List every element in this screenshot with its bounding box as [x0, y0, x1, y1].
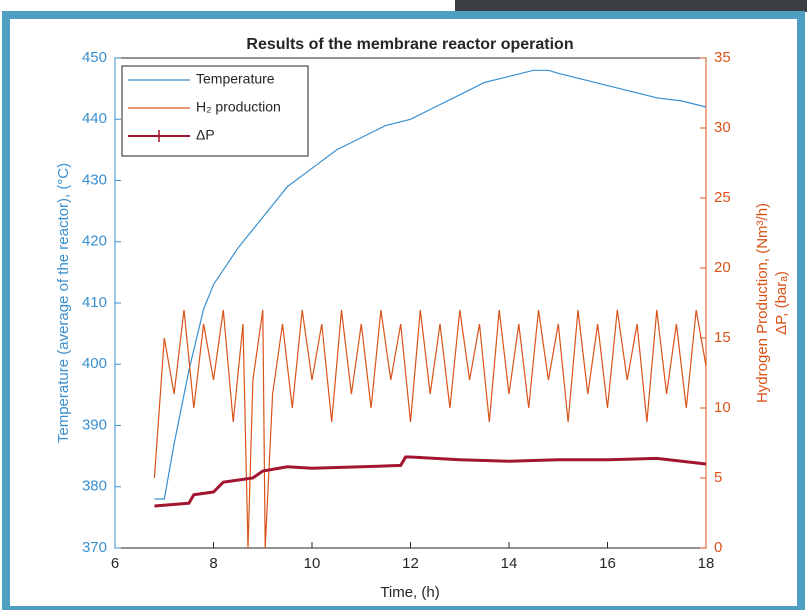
y2-axis-label: ΔP, (barₐ): [773, 271, 790, 335]
x-tick-label: 18: [698, 555, 715, 572]
y-tick-label: 440: [82, 110, 107, 127]
y2-tick-label: 15: [714, 329, 731, 346]
legend-label: ΔP: [196, 127, 215, 143]
y-tick-label: 420: [82, 233, 107, 250]
legend-label: H₂ production: [196, 99, 281, 115]
y-tick-label: 430: [82, 171, 107, 188]
x-tick-label: 14: [501, 555, 518, 572]
y-tick-label: 390: [82, 416, 107, 433]
y2-tick-label: 25: [714, 189, 731, 206]
x-tick-label: 6: [111, 555, 119, 572]
y2-tick-label: 20: [714, 259, 731, 276]
y2-axis-label: Hydrogen Production, (Nm³/h): [754, 203, 771, 403]
data-line: [154, 455, 707, 508]
y2-tick-label: 0: [714, 539, 722, 556]
y-tick-label: 450: [82, 49, 107, 66]
y2-tick-label: 10: [714, 399, 731, 416]
x-axis-label: Time, (h): [380, 584, 439, 601]
data-line: [153, 309, 707, 549]
y2-tick-label: 35: [714, 49, 731, 66]
data-line: [154, 69, 707, 500]
background-photo: [455, 0, 807, 12]
y-tick-label: 400: [82, 355, 107, 372]
x-tick-label: 16: [599, 555, 616, 572]
x-tick-label: 8: [209, 555, 217, 572]
y-tick-label: 410: [82, 294, 107, 311]
x-tick-label: 10: [304, 555, 321, 572]
y2-tick-label: 5: [714, 469, 722, 486]
y-tick-label: 370: [82, 539, 107, 556]
legend-box: [121, 65, 309, 157]
legend: Temperature H₂ production ΔP: [121, 65, 309, 157]
x-tick-label: 12: [402, 555, 419, 572]
y-axis-label: Temperature (average of the reactor), (°…: [55, 163, 72, 443]
y-tick-label: 380: [82, 478, 107, 495]
y2-tick-label: 30: [714, 119, 731, 136]
chart-title: Results of the membrane reactor operatio…: [246, 36, 573, 53]
legend-label: Temperature: [196, 71, 275, 87]
